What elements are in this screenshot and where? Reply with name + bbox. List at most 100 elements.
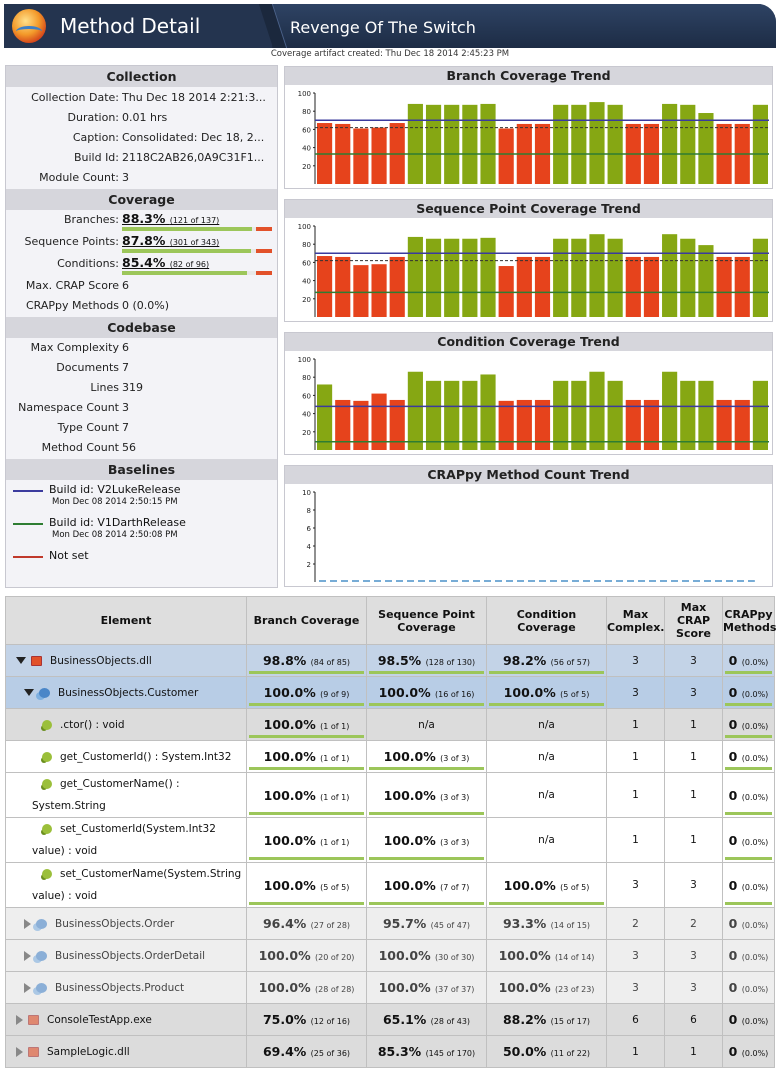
expand-arrow-icon[interactable] xyxy=(16,1046,23,1057)
sequence-point-percent: 100.0% xyxy=(383,787,441,803)
column-header-branch-coverage[interactable]: Branch Coverage xyxy=(246,596,367,645)
condition-count: (5 of 5) xyxy=(560,690,590,699)
branch-coverage-cell: 100.0% (5 of 5) xyxy=(246,862,367,908)
assembly-icon xyxy=(28,1014,39,1025)
chart-bar xyxy=(462,238,478,317)
chart-bar xyxy=(516,256,532,317)
table-row[interactable]: ConsoleTestApp.exe 75.0% (12 of 16) 65.1% … xyxy=(5,1003,775,1036)
condition-coverage-cell: n/a xyxy=(486,772,607,818)
sequence-point-na: n/a xyxy=(418,718,435,731)
sequence-point-count: (145 of 170) xyxy=(425,1049,476,1058)
table-row[interactable]: BusinessObjects.Customer 100.0% (9 of 9) 1… xyxy=(5,676,775,709)
element-cell[interactable]: BusinessObjects.Product xyxy=(5,971,247,1004)
branch-coverage-cell: 100.0% (1 of 1) xyxy=(246,708,367,741)
y-tick-label: 60 xyxy=(302,126,311,134)
collection-label: Collection Date: xyxy=(31,91,119,104)
chart-bar xyxy=(353,265,369,317)
sequence-point-percent: 100.0% xyxy=(378,685,435,700)
chart-bar xyxy=(480,237,496,317)
app-title: Method Detail xyxy=(60,14,201,38)
element-cell[interactable]: set_CustomerName(System.String value) : … xyxy=(5,862,247,908)
element-cell[interactable]: BusinessObjects.Order xyxy=(5,907,247,940)
coverage-bar xyxy=(122,271,272,275)
element-cell[interactable]: .ctor() : void xyxy=(5,708,247,741)
element-cell[interactable]: BusinessObjects.Customer xyxy=(5,676,247,709)
codebase-row: Type Count 7 xyxy=(6,418,277,438)
condition-percent: 100.0% xyxy=(498,980,555,995)
table-row[interactable]: get_CustomerId() : System.Int32 100.0% (1… xyxy=(5,740,775,773)
sequence-point-coverage-trend-chart: Sequence Point Coverage Trend 20 40 60 80 10… xyxy=(284,199,773,322)
coverage-extra-value: 0 (0.0%) xyxy=(122,299,170,312)
element-cell[interactable]: SampleLogic.dll xyxy=(5,1035,247,1068)
chart-bar xyxy=(425,104,442,184)
column-header-crappy-methods[interactable]: CRAPpy Methods xyxy=(722,596,776,645)
branch-percent: 100.0% xyxy=(263,832,321,848)
codebase-value: 6 xyxy=(122,341,129,354)
element-name: get_CustomerId() : System.Int32 xyxy=(60,750,232,763)
element-cell[interactable]: BusinessObjects.dll xyxy=(5,644,247,677)
table-row[interactable]: set_CustomerName(System.String value) : … xyxy=(5,862,775,908)
sequence-point-coverage-trend-svg: 20 40 60 80 100 xyxy=(298,223,769,317)
collapse-arrow-icon[interactable] xyxy=(16,657,26,664)
column-header-condition-coverage[interactable]: Condition Coverage xyxy=(486,596,607,645)
table-row[interactable]: BusinessObjects.Product 100.0% (28 of 28)… xyxy=(5,971,775,1004)
element-name: set_CustomerName(System.String value) : … xyxy=(32,868,242,902)
chart-bar xyxy=(407,103,423,184)
element-cell[interactable]: ConsoleTestApp.exe xyxy=(5,1003,247,1036)
element-cell[interactable]: BusinessObjects.OrderDetail xyxy=(5,939,247,972)
collection-row: Caption: Consolidated: Dec 18, 2... xyxy=(6,128,277,148)
table-row[interactable]: set_CustomerId(System.Int32 value) : voi… xyxy=(5,817,775,863)
crappy-bar xyxy=(725,857,772,860)
expand-arrow-icon[interactable] xyxy=(24,982,31,993)
max-complexity-cell: 3 xyxy=(606,676,665,709)
chart-bar xyxy=(752,380,768,450)
collection-value: 0.01 hrs xyxy=(122,111,168,124)
coverage-row: Conditions: 85.4% (82 of 96) xyxy=(6,254,277,276)
y-tick-label: 20 xyxy=(302,296,311,304)
element-cell[interactable]: get_CustomerId() : System.Int32 xyxy=(5,740,247,773)
collapse-arrow-icon[interactable] xyxy=(24,689,34,696)
chart-title: Condition Coverage Trend xyxy=(285,333,772,351)
column-header-max-crap-score[interactable]: Max CRAP Score xyxy=(664,596,723,645)
element-cell[interactable]: set_CustomerId(System.Int32 value) : voi… xyxy=(5,817,247,863)
table-row[interactable]: BusinessObjects.dll 98.8% (84 of 85) 98.5%… xyxy=(5,644,775,677)
coverage-label: Branches: xyxy=(63,213,119,226)
expand-arrow-icon[interactable] xyxy=(16,1014,23,1025)
coverage-bar-miss xyxy=(256,227,272,231)
table-row[interactable]: BusinessObjects.OrderDetail 100.0% (20 of… xyxy=(5,939,775,972)
chart-bar xyxy=(698,245,714,317)
chart-bar xyxy=(752,238,768,317)
table-row[interactable]: SampleLogic.dll 69.4% (25 of 36) 85.3% (14… xyxy=(5,1035,775,1068)
chart-bar xyxy=(698,113,714,184)
column-header-max-complexity[interactable]: Max Complex. xyxy=(606,596,665,645)
codebase-row: Method Count 56 xyxy=(6,438,277,458)
chart-bar xyxy=(371,393,387,450)
column-header-element[interactable]: Element xyxy=(5,596,247,645)
expand-arrow-icon[interactable] xyxy=(24,950,31,961)
element-name: BusinessObjects.Customer xyxy=(58,686,199,699)
table-row[interactable]: BusinessObjects.Order 96.4% (27 of 28) 95.… xyxy=(5,907,775,940)
sequence-point-count: (3 of 3) xyxy=(440,754,470,763)
condition-percent: 93.3% xyxy=(502,916,551,931)
sequence-point-count: (128 of 130) xyxy=(425,658,476,667)
max-crap-score-cell: 2 xyxy=(664,907,723,940)
y-tick-label: 60 xyxy=(302,392,311,400)
coverage-count: (82 of 96) xyxy=(169,260,210,269)
expand-arrow-icon[interactable] xyxy=(24,918,31,929)
coverage-extra-label: CRAPpy Methods xyxy=(25,299,119,312)
codebase-label: Lines xyxy=(90,381,119,394)
element-cell[interactable]: get_CustomerName() : System.String xyxy=(5,772,247,818)
element-name: BusinessObjects.dll xyxy=(50,654,152,667)
table-row[interactable]: get_CustomerName() : System.String 100.0%… xyxy=(5,772,775,818)
max-crap-score-cell: 3 xyxy=(664,939,723,972)
table-row[interactable]: .ctor() : void 100.0% (1 of 1) n/a n/a 1 1 0 (… xyxy=(5,708,775,741)
crappy-percent: (0.0%) xyxy=(741,837,769,847)
column-header-sequence-point-coverage[interactable]: Sequence Point Coverage xyxy=(366,596,487,645)
chart-bar xyxy=(589,234,605,317)
chart-bar xyxy=(662,103,678,184)
coverage-percent: 87.8% (301 of 343) xyxy=(122,233,220,248)
crappy-count: 0 xyxy=(728,1012,742,1027)
chart-bar xyxy=(680,104,696,184)
sequence-point-percent: 65.1% xyxy=(382,1012,431,1027)
condition-percent: 98.2% xyxy=(502,653,551,668)
